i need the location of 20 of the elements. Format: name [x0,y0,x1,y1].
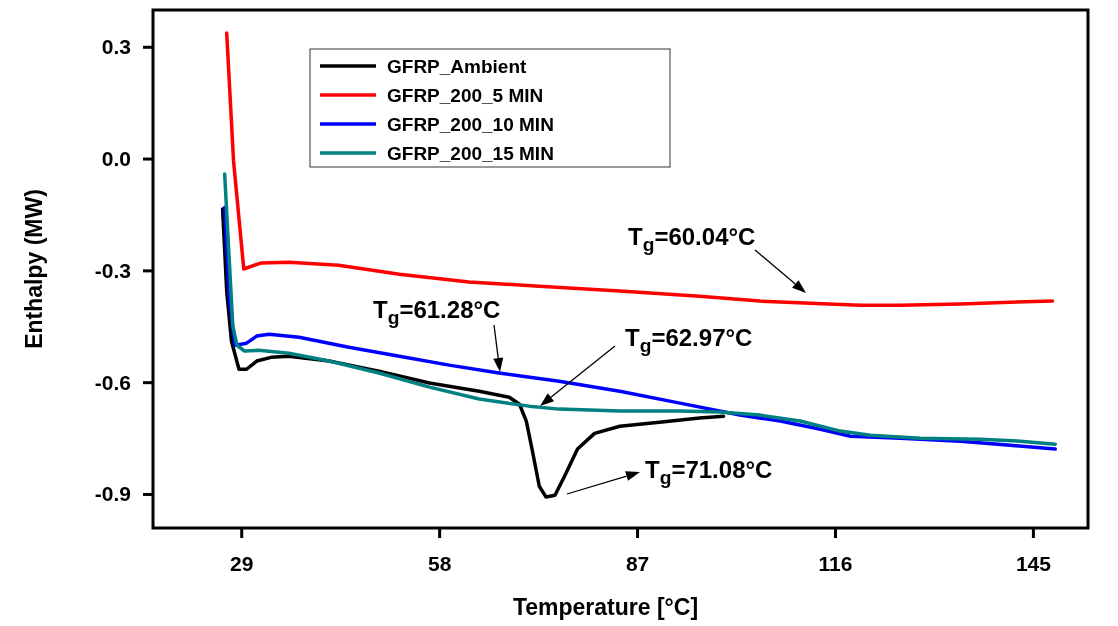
x-tick-label: 58 [427,552,452,575]
x-tick-label: 87 [625,552,650,575]
legend-label: GFRP_200_10 MIN [387,114,554,135]
legend-label: GFRP_200_5 MIN [387,85,544,106]
annotation: T$_{g}$=71.08°C [645,456,773,488]
annotation: T$_{g}$=61.28°C [373,296,501,328]
legend-label: GFRP_Ambient [387,56,528,77]
legend-label: GFRP_200_15 MIN [387,143,554,164]
annotation: T$_{g}$=62.97°C [625,324,753,356]
y-tick-label: -0.6 [94,370,131,394]
y-tick-label: -0.3 [94,258,131,282]
x-axis-title: Temperature [°C] [512,594,699,620]
x-tick-label: 116 [818,552,853,575]
x-tick-label: 145 [1015,552,1052,575]
y-tick-label: 0.3 [101,35,131,59]
y-tick-label: -0.9 [94,482,131,506]
y-tick-label: 0.0 [101,147,131,171]
x-tick-label: 29 [230,552,254,575]
y-axis-title: Enthalpy (MW) [21,189,47,349]
annotation: T$_{g}$=60.04°C [628,223,756,255]
